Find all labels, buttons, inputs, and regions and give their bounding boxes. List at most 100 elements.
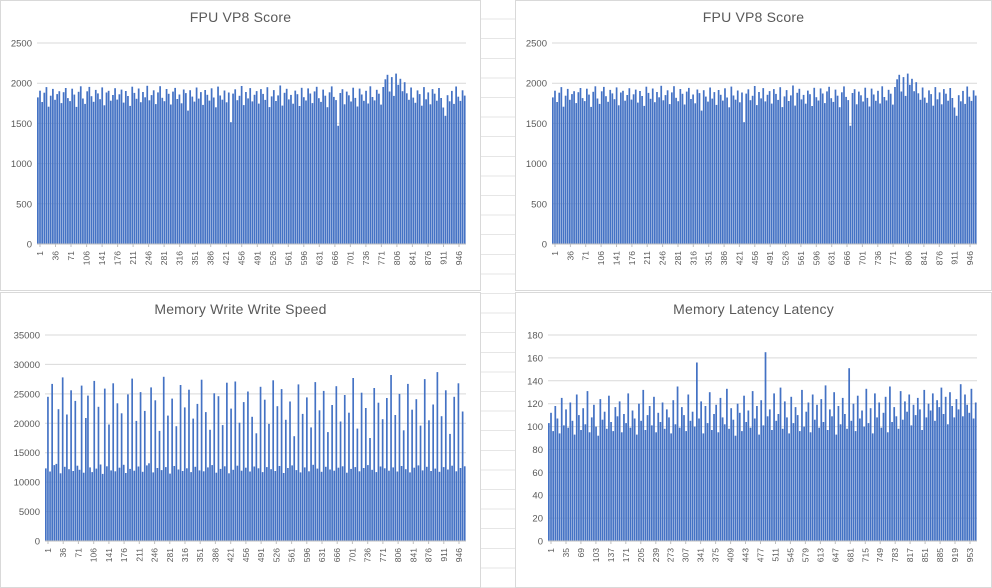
- svg-text:246: 246: [658, 251, 668, 265]
- chart-title[interactable]: FPU VP8 Score: [189, 9, 292, 25]
- svg-text:596: 596: [302, 548, 312, 562]
- svg-text:1: 1: [550, 251, 560, 256]
- chart-title[interactable]: Memory Write Write Speed: [154, 301, 327, 317]
- svg-text:246: 246: [150, 548, 160, 562]
- svg-text:736: 736: [361, 251, 371, 265]
- svg-text:841: 841: [408, 548, 418, 562]
- svg-text:120: 120: [527, 399, 543, 410]
- svg-text:140: 140: [527, 376, 543, 387]
- svg-text:806: 806: [904, 251, 914, 265]
- svg-text:771: 771: [378, 548, 388, 562]
- svg-text:911: 911: [439, 251, 449, 265]
- svg-text:946: 946: [454, 251, 464, 265]
- svg-text:421: 421: [226, 548, 236, 562]
- svg-text:596: 596: [811, 251, 821, 265]
- svg-text:919: 919: [950, 548, 960, 562]
- svg-text:106: 106: [82, 251, 92, 265]
- svg-text:666: 666: [332, 548, 342, 562]
- svg-text:35: 35: [561, 548, 571, 558]
- svg-text:69: 69: [576, 548, 586, 558]
- chart-canvas: 0 500 1000 1500 2000 2500 1 36 71 106 141 176 211 246…: [11, 39, 466, 265]
- chart-canvas: 0 20 40 60 80 100 120 140 160 180 1 35 69 103 137 171 20…: [527, 331, 977, 562]
- svg-text:500: 500: [16, 199, 32, 210]
- svg-text:176: 176: [113, 251, 123, 265]
- svg-text:736: 736: [873, 251, 883, 265]
- svg-text:106: 106: [89, 548, 99, 562]
- chart-canvas: 0 5000 10000 15000 20000 25000 30000 35000 1 36 71…: [14, 331, 466, 562]
- svg-text:36: 36: [58, 548, 68, 558]
- chart-title[interactable]: FPU VP8 Score: [702, 9, 805, 25]
- svg-text:176: 176: [627, 251, 637, 265]
- svg-text:71: 71: [581, 251, 591, 261]
- svg-text:0: 0: [538, 537, 543, 548]
- svg-text:526: 526: [271, 548, 281, 562]
- svg-text:316: 316: [180, 548, 190, 562]
- chart-fpu-vp8-score-left[interactable]: FPU VP8 Score 0 500 1000 1500 2000 2500 1 36 71 1…: [0, 0, 481, 291]
- svg-text:946: 946: [965, 251, 975, 265]
- svg-text:500: 500: [531, 199, 547, 210]
- svg-text:2500: 2500: [11, 39, 32, 50]
- svg-text:456: 456: [750, 251, 760, 265]
- svg-text:443: 443: [741, 548, 751, 562]
- svg-text:736: 736: [363, 548, 373, 562]
- svg-text:511: 511: [771, 548, 781, 562]
- chart-fpu-vp8-score-right[interactable]: FPU VP8 Score 0 500 1000 1500 2000 2500 1 36 71 1…: [515, 0, 992, 291]
- svg-text:15000: 15000: [14, 448, 40, 459]
- svg-text:477: 477: [756, 548, 766, 562]
- svg-text:701: 701: [347, 548, 357, 562]
- chart-memory-write-write-speed[interactable]: Memory Write Write Speed 0 5000 10000 15000…: [0, 292, 481, 588]
- chart-title[interactable]: Memory Latency Latency: [673, 301, 834, 317]
- svg-text:491: 491: [256, 548, 266, 562]
- svg-text:386: 386: [210, 548, 220, 562]
- svg-text:36: 36: [51, 251, 61, 261]
- svg-text:71: 71: [73, 548, 83, 558]
- svg-text:783: 783: [890, 548, 900, 562]
- svg-text:806: 806: [392, 251, 402, 265]
- svg-text:545: 545: [785, 548, 795, 562]
- svg-text:421: 421: [734, 251, 744, 265]
- svg-text:20: 20: [532, 514, 543, 525]
- svg-text:180: 180: [527, 331, 543, 342]
- svg-text:841: 841: [407, 251, 417, 265]
- svg-text:20000: 20000: [14, 419, 40, 430]
- svg-text:561: 561: [283, 251, 293, 265]
- svg-text:1500: 1500: [11, 119, 32, 130]
- svg-text:351: 351: [704, 251, 714, 265]
- svg-text:273: 273: [666, 548, 676, 562]
- svg-text:141: 141: [97, 251, 107, 265]
- svg-text:2000: 2000: [11, 79, 32, 90]
- svg-text:1500: 1500: [526, 119, 547, 130]
- svg-text:341: 341: [696, 548, 706, 562]
- svg-text:491: 491: [765, 251, 775, 265]
- svg-text:681: 681: [845, 548, 855, 562]
- svg-text:106: 106: [596, 251, 606, 265]
- svg-text:316: 316: [688, 251, 698, 265]
- svg-text:351: 351: [190, 251, 200, 265]
- svg-text:631: 631: [314, 251, 324, 265]
- svg-text:666: 666: [842, 251, 852, 265]
- svg-text:771: 771: [376, 251, 386, 265]
- chart-memory-latency-latency[interactable]: Memory Latency Latency 0 20 40 60 80 100 120 14…: [515, 292, 992, 588]
- svg-text:141: 141: [612, 251, 622, 265]
- svg-text:171: 171: [621, 548, 631, 562]
- svg-text:351: 351: [195, 548, 205, 562]
- svg-text:409: 409: [726, 548, 736, 562]
- svg-text:1: 1: [43, 548, 53, 553]
- svg-text:281: 281: [159, 251, 169, 265]
- svg-text:491: 491: [252, 251, 262, 265]
- svg-text:876: 876: [934, 251, 944, 265]
- svg-text:2500: 2500: [526, 39, 547, 50]
- svg-text:71: 71: [66, 251, 76, 261]
- svg-text:561: 561: [287, 548, 297, 562]
- svg-text:211: 211: [134, 548, 144, 562]
- svg-text:246: 246: [144, 251, 154, 265]
- svg-text:0: 0: [35, 537, 40, 548]
- svg-text:386: 386: [206, 251, 216, 265]
- svg-text:456: 456: [241, 548, 251, 562]
- svg-text:160: 160: [527, 353, 543, 364]
- svg-text:421: 421: [221, 251, 231, 265]
- svg-text:596: 596: [299, 251, 309, 265]
- svg-text:100: 100: [527, 422, 543, 433]
- svg-text:806: 806: [393, 548, 403, 562]
- svg-text:281: 281: [673, 251, 683, 265]
